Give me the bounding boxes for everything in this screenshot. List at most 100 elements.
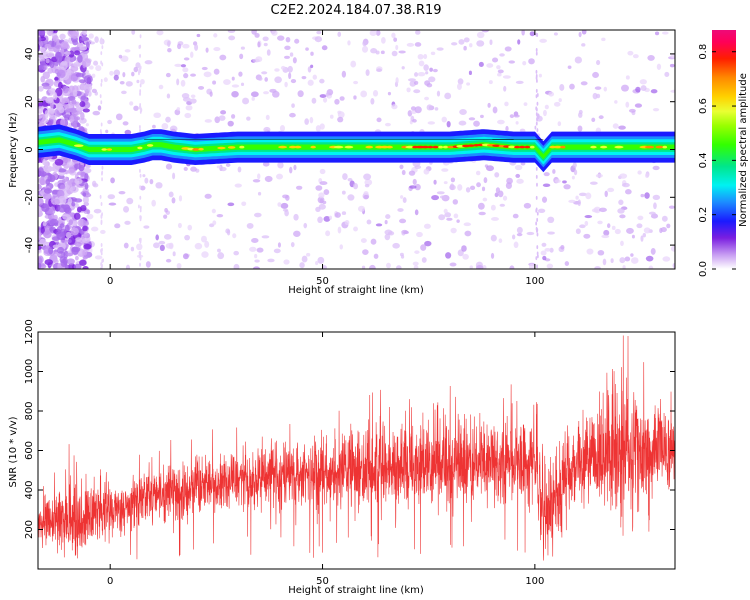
spectrogram-speckle bbox=[624, 256, 631, 262]
spectrogram-speckle bbox=[257, 76, 263, 81]
spectrogram-speckle bbox=[552, 169, 556, 174]
snr-axis-ticks: 0 50 100 200 400 600 800 1000 1200 bbox=[24, 319, 675, 587]
spectrogram-speckle bbox=[428, 76, 436, 83]
spectrogram-speckle bbox=[391, 50, 398, 57]
spectrogram-ridge-hotspot bbox=[438, 145, 443, 149]
spectrogram-speckle bbox=[334, 212, 341, 218]
spectrogram-speckle bbox=[594, 266, 601, 269]
spectrogram-speckle bbox=[190, 51, 194, 58]
spectrogram-ridge-hotspot bbox=[447, 145, 455, 149]
spectrogram-speckle bbox=[52, 35, 59, 42]
spectrogram-speckle bbox=[521, 30, 525, 36]
spectrogram-speckle bbox=[536, 78, 538, 83]
spectrogram-speckle bbox=[204, 119, 212, 123]
spectrogram-speckle bbox=[140, 78, 145, 85]
spectrogram-speckle bbox=[541, 242, 547, 247]
spectrogram-ridge-hotspot bbox=[198, 147, 204, 151]
spectrogram-speckle bbox=[591, 117, 596, 123]
spectrogram-speckle bbox=[38, 30, 46, 36]
spectrogram-speckle bbox=[62, 214, 71, 220]
spectrogram-speckle bbox=[67, 239, 72, 244]
spectrogram-speckle bbox=[151, 199, 156, 207]
spectrogram-speckle bbox=[228, 35, 236, 41]
spectrogram-speckle bbox=[499, 53, 505, 57]
spectrogram-speckle bbox=[101, 45, 104, 50]
spectrogram-ytick-label: -40 bbox=[24, 237, 35, 253]
spectrogram-speckle bbox=[443, 208, 448, 214]
spectrogram-speckle bbox=[220, 110, 227, 115]
spectrogram-speckle bbox=[508, 60, 516, 64]
spectrogram-speckle bbox=[59, 184, 66, 190]
spectrogram-speckle bbox=[165, 116, 171, 123]
spectrogram-speckle bbox=[319, 123, 325, 130]
spectrogram-speckle bbox=[242, 97, 250, 105]
spectrogram-ridge-hotspot bbox=[427, 145, 434, 149]
spectrogram-speckle bbox=[73, 61, 80, 68]
spectrogram-speckle bbox=[178, 195, 183, 202]
spectrogram-ridge-hotspot bbox=[239, 145, 245, 149]
spectrogram-speckle bbox=[372, 90, 379, 97]
spectrogram-speckle bbox=[366, 219, 372, 225]
spectrogram-speckle bbox=[515, 121, 519, 125]
spectrogram-speckle bbox=[384, 229, 393, 235]
spectrogram-speckle bbox=[536, 182, 538, 187]
spectrogram-speckle bbox=[319, 181, 328, 186]
spectrogram-speckle bbox=[101, 165, 104, 170]
spectrogram-speckle bbox=[277, 161, 283, 169]
spectrogram-speckle bbox=[124, 49, 131, 53]
spectrogram-speckle bbox=[514, 164, 523, 171]
spectrogram-speckle bbox=[407, 78, 416, 82]
spectrogram-speckle bbox=[451, 42, 458, 46]
spectrogram-speckle bbox=[232, 233, 237, 239]
spectrogram-speckle bbox=[536, 32, 539, 37]
spectrogram-speckle bbox=[166, 93, 171, 99]
spectrogram-speckle bbox=[567, 65, 572, 69]
snr-xtick-label: 100 bbox=[525, 576, 544, 587]
spectrogram-speckle bbox=[536, 245, 539, 250]
spectrogram-speckle bbox=[168, 191, 174, 198]
spectrogram-speckle bbox=[227, 30, 236, 34]
spectrogram-speckle bbox=[516, 178, 524, 184]
spectrogram-speckle bbox=[535, 195, 538, 200]
spectrogram-speckle bbox=[120, 55, 129, 62]
spectrogram-x-axis-label: Height of straight line (km) bbox=[288, 285, 424, 296]
spectrogram-speckle bbox=[401, 66, 405, 70]
spectrogram-speckle bbox=[48, 46, 57, 52]
spectrogram-speckle bbox=[282, 208, 289, 212]
spectrogram-speckle bbox=[569, 83, 575, 90]
spectrogram-speckle bbox=[94, 255, 103, 260]
spectrogram-speckle bbox=[139, 34, 142, 39]
spectrogram-speckle bbox=[513, 114, 520, 118]
spectrogram-speckle bbox=[262, 36, 269, 42]
spectrogram-speckle bbox=[595, 173, 603, 178]
spectrogram-speckle bbox=[363, 191, 369, 196]
spectrogram-speckle bbox=[67, 168, 75, 174]
spectrogram-speckle bbox=[535, 112, 538, 117]
spectrogram-speckle bbox=[152, 124, 156, 129]
spectrogram-speckle bbox=[505, 125, 509, 132]
spectrogram-speckle bbox=[398, 50, 406, 54]
spectrogram-speckle bbox=[648, 211, 656, 215]
spectrogram-speckle bbox=[520, 161, 526, 166]
spectrogram-speckle bbox=[181, 93, 190, 99]
spectrogram-speckle bbox=[61, 97, 70, 104]
spectrogram-speckle bbox=[413, 80, 419, 85]
spectrogram-speckle bbox=[490, 252, 495, 259]
spectrogram-speckle bbox=[297, 90, 304, 98]
spectrogram-speckle bbox=[572, 162, 577, 169]
spectrogram-speckle bbox=[486, 63, 494, 68]
spectrogram-speckle bbox=[341, 211, 347, 216]
spectrogram-speckle bbox=[38, 47, 46, 52]
spectrogram-speckle bbox=[409, 185, 417, 189]
spectrogram-speckle bbox=[65, 108, 74, 113]
spectrogram-speckle bbox=[82, 30, 87, 36]
spectrogram-speckle bbox=[393, 37, 398, 42]
spectrogram-speckle bbox=[323, 216, 331, 222]
spectrogram-speckle bbox=[652, 194, 661, 201]
spectrogram-speckle bbox=[97, 105, 102, 111]
spectrogram-speckle bbox=[138, 204, 140, 209]
spectrogram-speckle bbox=[466, 82, 471, 86]
spectrogram-speckle bbox=[138, 69, 140, 74]
spectrogram-speckle bbox=[449, 184, 456, 191]
spectrogram-speckle bbox=[584, 215, 593, 219]
